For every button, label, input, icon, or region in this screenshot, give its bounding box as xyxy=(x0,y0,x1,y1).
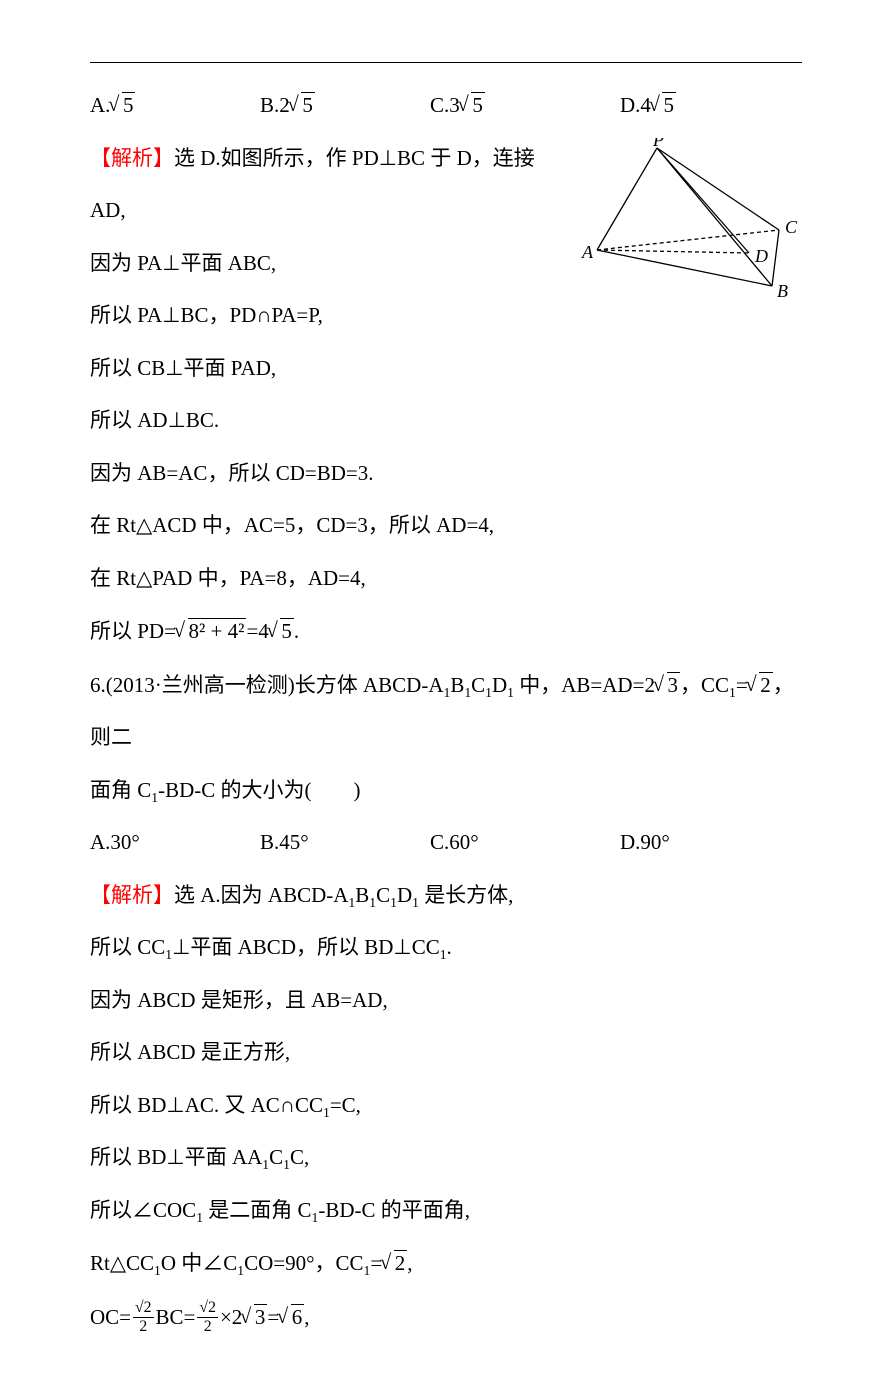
q6-l3: 所以 ABCD 是正方形, xyxy=(90,1026,802,1079)
analysis-label: 【解析】 xyxy=(90,146,174,170)
t: 所以 CC xyxy=(90,935,165,959)
q6-option-a: A.30° xyxy=(90,816,260,869)
t: CO=90°，CC xyxy=(244,1251,363,1275)
label-P: P xyxy=(652,138,664,150)
q6-l4: 所以 BD⊥AC. 又 AC∩CC1=C, xyxy=(90,1079,802,1132)
tetrahedron-svg-icon: P A B C D xyxy=(577,138,802,303)
t: ，CC xyxy=(680,673,729,697)
t: 所以∠COC xyxy=(90,1198,196,1222)
q5-l7: 在 Rt△PAD 中，PA=8，AD=4, xyxy=(90,552,802,605)
sqrt-5-icon: 5 xyxy=(110,78,135,132)
q6-l1: 所以 CC1⊥平面 ABCD，所以 BD⊥CC1. xyxy=(90,921,802,974)
q6-stem-l1: 6.(2013·兰州高一检测)长方体 ABCD-A1B1C1D1 中，AB=AD… xyxy=(90,658,802,764)
q5-l4: 所以 AD⊥BC. xyxy=(90,394,802,447)
q6-l2: 因为 ABCD 是矩形，且 AB=AD, xyxy=(90,974,802,1027)
q6-analysis-head: 【解析】选 A.因为 ABCD-A1B1C1D1 是长方体, xyxy=(90,869,802,922)
label-A: A xyxy=(581,242,594,262)
q6-l6: 所以∠COC1 是二面角 C1-BD-C 的平面角, xyxy=(90,1184,802,1237)
t: 是长方体, xyxy=(419,883,514,907)
t: BC= xyxy=(156,1305,196,1329)
sqrt-6-icon: 6 xyxy=(279,1290,304,1344)
q6-l7: Rt△CC1O 中∠C1CO=90°，CC1=2, xyxy=(90,1236,802,1290)
t: -BD-C 的平面角, xyxy=(318,1198,470,1222)
sqrt-2-icon: 2 xyxy=(382,1236,407,1290)
t: 中，AB=AD=2 xyxy=(514,673,655,697)
sqrt-5-icon: 5 xyxy=(269,604,294,658)
sqrt-2-icon: 2 xyxy=(748,658,773,712)
q5-option-c: C.35 xyxy=(430,78,620,132)
t: 是二面角 C xyxy=(203,1198,312,1222)
q6-stem-l2: 面角 C1-BD-C 的大小为( ) xyxy=(90,764,802,817)
fraction-icon: √22 xyxy=(133,1299,154,1336)
sub: 1 xyxy=(323,1105,330,1120)
q5-option-b: B.25 xyxy=(260,78,430,132)
label-C: C xyxy=(785,217,798,237)
q5-l8-end: . xyxy=(294,619,299,643)
t: OC= xyxy=(90,1305,131,1329)
t: C, xyxy=(290,1145,309,1169)
t: ⊥平面 ABCD，所以 BD⊥CC xyxy=(172,935,440,959)
t: C xyxy=(471,673,485,697)
sub: 1 xyxy=(348,895,355,910)
q6-l8: OC=√22BC=√22×23=6, xyxy=(90,1290,802,1344)
t: 选 A.因为 ABCD-A xyxy=(174,883,348,907)
sub: 1 xyxy=(390,895,397,910)
sub: 1 xyxy=(237,1263,244,1278)
q5-options: A.5 B.25 C.35 D.45 xyxy=(90,78,802,132)
sqrt-3-icon: 3 xyxy=(655,658,680,712)
t: B xyxy=(450,673,464,697)
sub: 1 xyxy=(412,895,419,910)
opt-b-prefix: B.2 xyxy=(260,93,290,117)
sqrt-3-icon: 3 xyxy=(242,1290,267,1344)
q5-option-d: D.45 xyxy=(620,78,676,132)
sub: 1 xyxy=(369,895,376,910)
q6-options: A.30° B.45° C.60° D.90° xyxy=(90,816,802,869)
sub: 1 xyxy=(196,1210,203,1225)
t: 所以 BD⊥AC. 又 AC∩CC xyxy=(90,1093,323,1117)
sub: 1 xyxy=(729,685,736,700)
t: =C, xyxy=(330,1093,361,1117)
t: -BD-C 的大小为( ) xyxy=(158,778,360,802)
opt-c-prefix: C.3 xyxy=(430,93,460,117)
sub: 1 xyxy=(485,685,492,700)
sub: 1 xyxy=(154,1263,161,1278)
q5-l8-pre: 所以 PD= xyxy=(90,619,176,643)
label-D: D xyxy=(754,246,768,266)
t: , xyxy=(407,1251,412,1275)
sub: 1 xyxy=(440,947,447,962)
sub: 1 xyxy=(283,1157,290,1172)
t: C xyxy=(269,1145,283,1169)
sub: 1 xyxy=(507,685,514,700)
t: Rt△CC xyxy=(90,1251,154,1275)
q5-option-a: A.5 xyxy=(90,78,260,132)
top-rule xyxy=(90,62,802,63)
q5-l8: 所以 PD=8² + 4²=45. xyxy=(90,604,802,658)
sqrt-expr-icon: 8² + 4² xyxy=(176,604,246,658)
q6-option-c: C.60° xyxy=(430,816,620,869)
q5-l6: 在 Rt△ACD 中，AC=5，CD=3，所以 AD=4, xyxy=(90,499,802,552)
t: 所以 BD⊥平面 AA xyxy=(90,1145,262,1169)
q6-option-b: B.45° xyxy=(260,816,430,869)
t: D xyxy=(492,673,507,697)
q5-l5: 因为 AB=AC，所以 CD=BD=3. xyxy=(90,447,802,500)
tetrahedron-diagram: P A B C D xyxy=(577,138,802,308)
t: . xyxy=(447,935,452,959)
t: 面角 C xyxy=(90,778,151,802)
q6-l5: 所以 BD⊥平面 AA1C1C, xyxy=(90,1131,802,1184)
sqrt-5-icon: 5 xyxy=(460,78,485,132)
sqrt-5-icon: 5 xyxy=(651,78,676,132)
fraction-icon: √22 xyxy=(197,1299,218,1336)
analysis-label: 【解析】 xyxy=(90,883,174,907)
q6-option-d: D.90° xyxy=(620,816,670,869)
opt-d-prefix: D.4 xyxy=(620,93,651,117)
sqrt-5-icon: 5 xyxy=(290,78,315,132)
t: , xyxy=(304,1305,309,1329)
label-B: B xyxy=(777,281,788,301)
t: O 中∠C xyxy=(161,1251,237,1275)
sub: 1 xyxy=(364,1263,371,1278)
q5-l3: 所以 CB⊥平面 PAD, xyxy=(90,342,802,395)
q6-stem-pre: 6.(2013·兰州高一检测)长方体 ABCD-A xyxy=(90,673,443,697)
